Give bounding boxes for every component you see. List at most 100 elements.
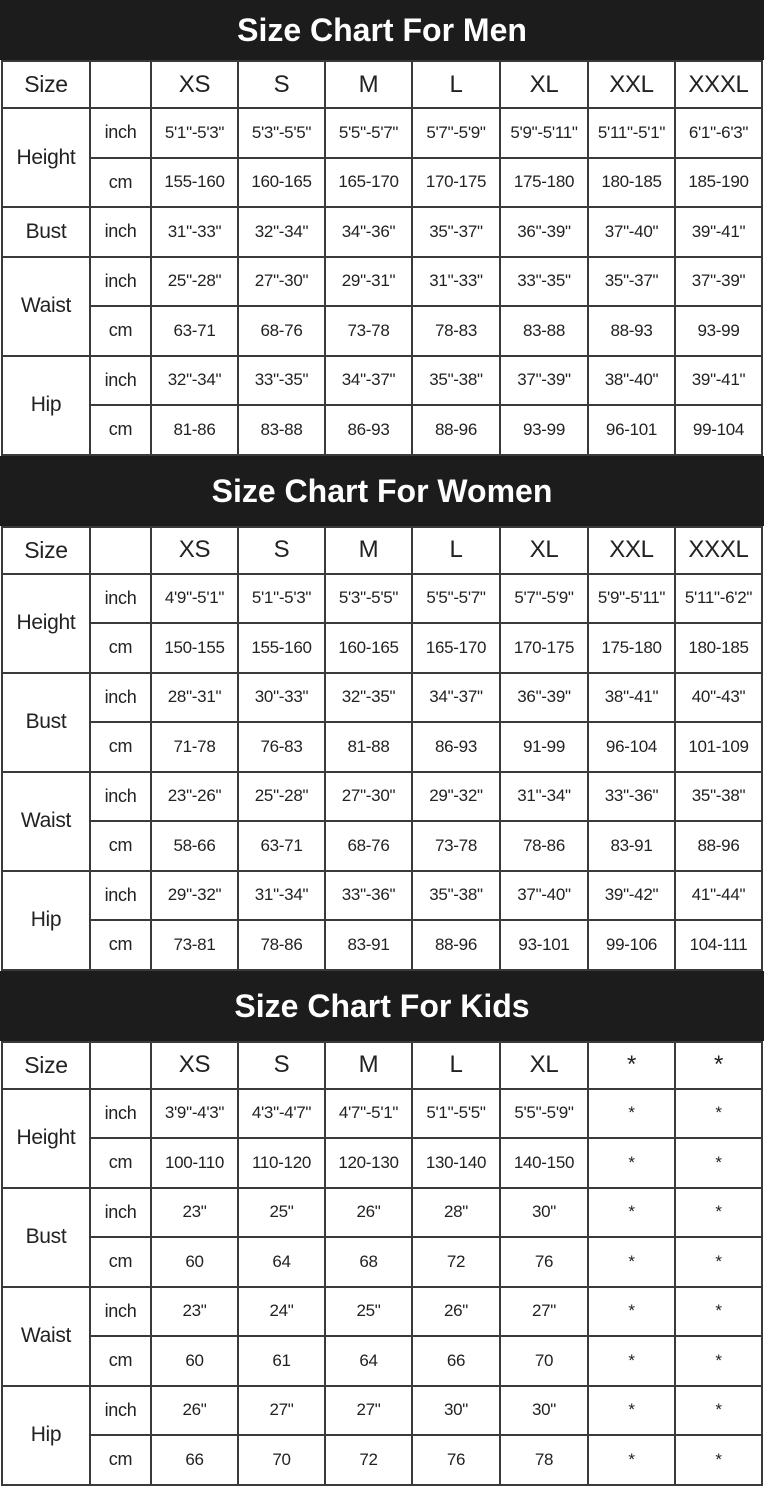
measure-label: Waist [1,770,91,872]
measure-label: Hip [1,869,91,971]
value-cell: 23"-26" [150,770,239,822]
value-cell: 6'1"-6'3" [674,107,763,159]
value-cell: 27" [499,1285,589,1337]
value-cell: * [674,1137,763,1189]
value-cell: 34"-36" [324,206,413,258]
value-cell: * [674,1285,763,1337]
header-row: Size XS S M L XL XXL XXXL [1,525,763,575]
value-cell: * [587,1236,676,1288]
value-cell: 96-101 [587,404,676,456]
value-cell: 25" [237,1186,326,1238]
value-cell: * [674,1236,763,1288]
unit-label: inch [89,572,152,624]
measure-label: Hip [1,1384,91,1486]
measure-label: Bust [1,1186,91,1288]
table-row: Height inch 5'1"-5'3" 5'3"-5'5" 5'5"-5'7" 5'7… [1,107,763,208]
value-cell: 5'11"-6'2" [674,572,763,624]
size-header: XL [499,60,589,109]
value-cell: 36"-39" [499,206,589,258]
table-row: cm 58-66 63-71 68-76 73-78 78-86 83-91 88-96 [2,820,763,872]
value-cell: 5'7"-5'9" [411,107,501,159]
value-cell: 81-88 [324,721,413,773]
value-cell: 5'5"-5'9" [499,1087,589,1139]
unit-label: inch [89,255,152,307]
value-cell: 35"-37" [411,206,501,258]
value-cell: 3'9"-4'3" [150,1087,239,1139]
value-cell: 88-96 [674,820,763,872]
value-cell: 58-66 [150,820,239,872]
value-cell: 37"-40" [587,206,676,258]
value-cell: 5'7"-5'9" [499,572,589,624]
table-row: Waist inch 25"-28" 27"-30" 29"-31" 31"-33" 33"… [1,255,763,357]
unit-label: cm [89,404,152,456]
value-cell: 29"-31" [324,255,413,307]
value-cell: 25"-28" [237,770,326,822]
unit-label: inch [89,1087,152,1139]
section-title: Size Chart For Kids [0,970,764,1041]
value-cell: 130-140 [411,1137,501,1189]
size-header: XXXL [674,525,763,575]
value-cell: 35"-38" [411,354,501,406]
value-cell: 27" [324,1384,413,1436]
measure-label: Height [1,572,91,674]
value-cell: 41"-44" [674,869,763,921]
table-row: Hip inch 29"-32" 31"-34" 33"-36" 35"-38" 37"-4… [1,869,763,971]
value-cell: 39"-42" [587,869,676,921]
value-cell: * [587,1137,676,1189]
value-cell: 29"-32" [150,869,239,921]
value-cell: * [587,1335,676,1387]
value-cell: 32"-34" [237,206,326,258]
value-cell: 37"-39" [499,354,589,406]
value-cell: 96-104 [587,721,676,773]
value-cell: 61 [237,1335,326,1387]
size-label: Size [1,60,91,109]
value-cell: 72 [411,1236,501,1288]
value-cell: 83-88 [237,404,326,456]
unit-label: inch [89,107,152,159]
value-cell: 28"-31" [150,671,239,723]
section-title: Size Chart For Women [0,455,764,526]
value-cell: 25"-28" [150,255,239,307]
value-cell: 35"-38" [674,770,763,822]
value-cell: * [587,1384,676,1436]
size-header: S [237,525,326,575]
value-cell: 5'1"-5'3" [150,107,239,159]
value-cell: 64 [237,1236,326,1288]
value-cell: 64 [324,1335,413,1387]
table-row: cm 71-78 76-83 81-88 86-93 91-99 96-104 101-109 [2,721,763,773]
value-cell: 165-170 [324,156,413,208]
size-header: XXL [587,525,676,575]
table-row: Waist inch 23" 24" 25" 26" 27" * * [1,1285,763,1387]
value-cell: 60 [150,1236,239,1288]
value-cell: * [674,1434,763,1486]
value-cell: 39"-41" [674,206,763,258]
table-row: Bust inch 31"-33" 32"-34" 34"-36" 35"-37" 36"-… [1,206,763,258]
value-cell: 110-120 [237,1137,326,1189]
unit-label: inch [89,354,152,406]
value-cell: 60 [150,1335,239,1387]
value-cell: 68-76 [237,305,326,357]
value-cell: 34"-37" [324,354,413,406]
value-cell: 5'1"-5'3" [237,572,326,624]
size-header: L [411,60,501,109]
value-cell: 93-99 [499,404,589,456]
value-cell: 26" [150,1384,239,1436]
value-cell: 73-81 [150,919,239,971]
size-header: XS [150,1040,239,1090]
value-cell: 5'3"-5'5" [324,572,413,624]
value-cell: 23" [150,1186,239,1238]
value-cell: 180-185 [674,622,763,674]
value-cell: 73-78 [411,820,501,872]
value-cell: 37"-39" [674,255,763,307]
value-cell: 33"-36" [324,869,413,921]
measure-label: Bust [1,671,91,773]
value-cell: 185-190 [674,156,763,208]
size-label: Size [1,1040,91,1090]
value-cell: 38"-41" [587,671,676,723]
table-row: Bust inch 28"-31" 30"-33" 32"-35" 34"-37" 36"-… [1,671,763,773]
value-cell: 88-96 [411,404,501,456]
size-label: Size [1,525,91,575]
value-cell: * [674,1087,763,1139]
value-cell: 73-78 [324,305,413,357]
value-cell: 4'3"-4'7" [237,1087,326,1139]
